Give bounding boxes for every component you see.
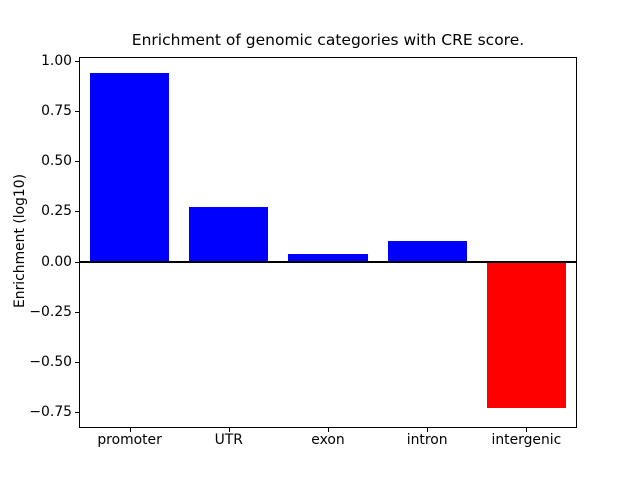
bar-intergenic [486,261,567,408]
x-tick-label-promoter: promoter [97,432,162,448]
bar-exon [288,253,368,262]
x-tick-mark [526,428,528,432]
y-tick-mark [75,211,79,213]
x-tick-mark [427,428,429,432]
zero-baseline [80,260,576,263]
y-tick-label: 1.00 [41,53,72,69]
x-tick-label-intron: intron [406,432,448,448]
x-tick-mark [129,428,131,432]
x-tick-label-exon: exon [311,432,345,448]
y-tick-mark [75,411,79,413]
bar-UTR [189,207,269,262]
x-tick-mark [328,428,329,432]
y-axis-label: Enrichment (log10) [12,173,28,309]
y-tick-label: −0.50 [29,353,72,370]
bar-intron [387,241,467,262]
x-tick-label-intergenic: intergenic [491,432,562,448]
y-tick-mark [75,61,79,62]
y-tick-label: −0.25 [29,303,72,320]
y-tick-mark [75,111,79,113]
x-tick-mark [228,428,230,432]
y-tick-mark [75,261,79,263]
x-tick-label-UTR: UTR [214,432,243,448]
y-tick-label: −0.75 [29,403,72,420]
y-tick-mark [75,361,79,363]
chart-title: Enrichment of genomic categories with CR… [131,31,525,49]
y-tick-label: 0.25 [41,203,72,220]
y-tick-mark [75,311,79,313]
y-tick-mark [75,161,79,163]
bar-promoter [89,73,170,262]
y-tick-label: 0.75 [41,103,72,120]
y-tick-label: 0.50 [41,153,72,170]
plot-area [79,57,577,428]
y-tick-label: 0.00 [41,253,72,270]
